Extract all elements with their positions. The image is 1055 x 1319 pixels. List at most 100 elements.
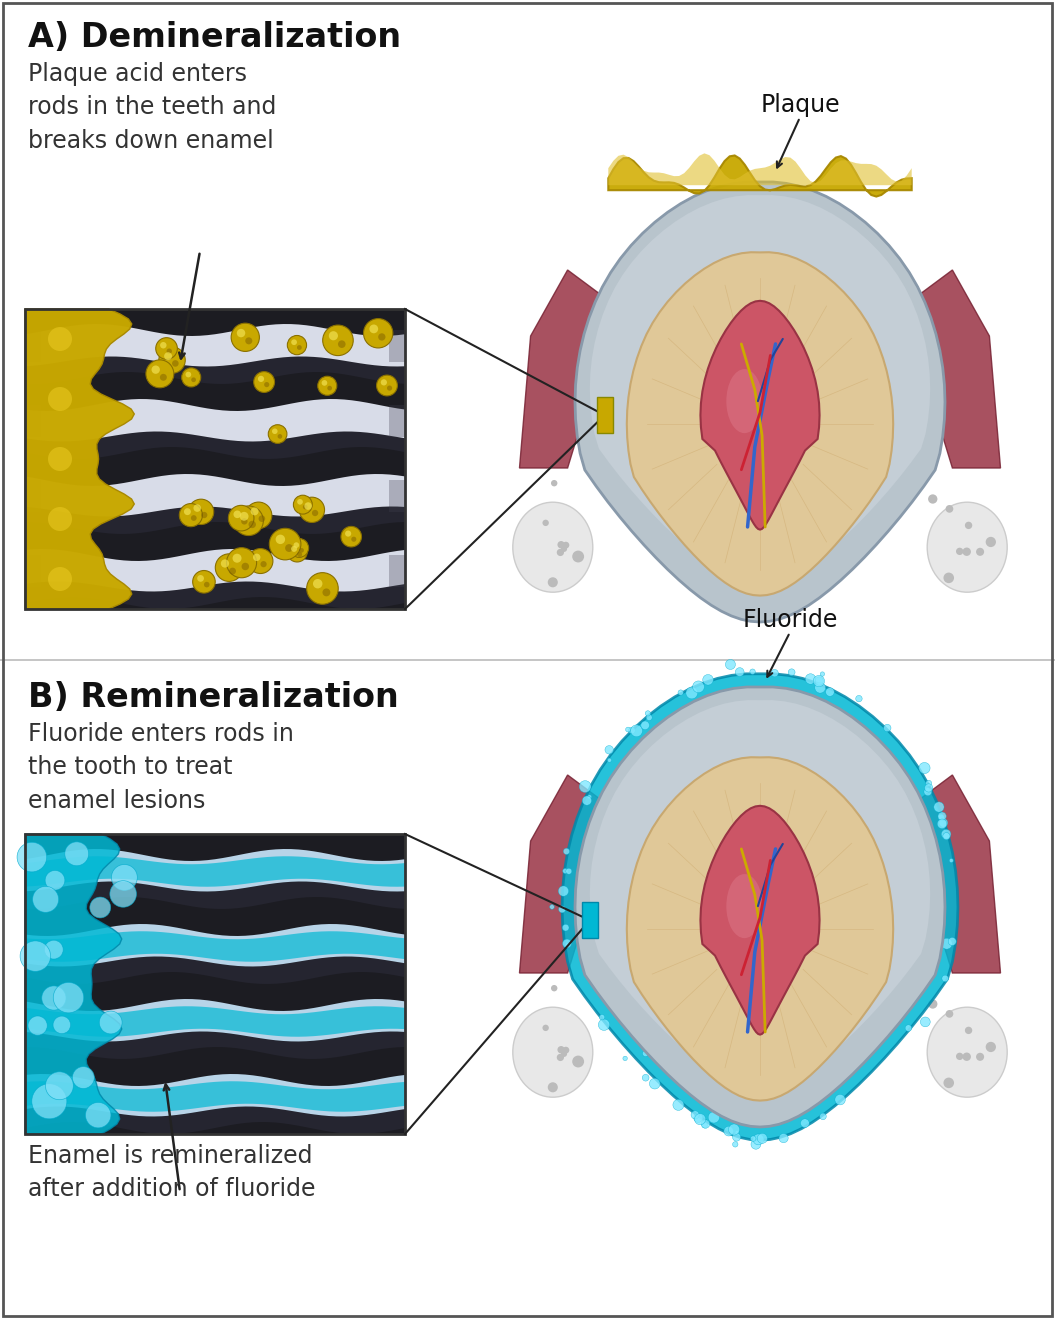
Circle shape [239,512,249,521]
Circle shape [245,503,272,529]
Circle shape [64,842,89,865]
Circle shape [215,554,243,582]
Circle shape [229,567,236,575]
Circle shape [820,1113,826,1120]
Circle shape [626,727,631,732]
Circle shape [941,938,953,950]
Circle shape [598,1020,610,1030]
Circle shape [771,670,779,677]
Circle shape [751,1140,761,1149]
Circle shape [112,864,137,890]
Circle shape [28,1016,47,1035]
Polygon shape [25,849,405,892]
Circle shape [801,1119,809,1128]
Bar [25,309,405,609]
Circle shape [702,1122,708,1128]
Circle shape [298,551,302,557]
Circle shape [728,1124,740,1136]
Circle shape [835,1095,845,1105]
Ellipse shape [726,369,763,433]
Circle shape [962,547,971,555]
Circle shape [193,504,202,512]
Circle shape [703,674,713,685]
Circle shape [323,588,330,596]
Circle shape [160,342,167,348]
Polygon shape [25,506,405,534]
Circle shape [646,715,652,720]
Circle shape [694,1113,706,1125]
Circle shape [45,871,64,890]
Bar [389,405,405,437]
Circle shape [726,660,735,670]
Circle shape [300,547,304,553]
Circle shape [820,671,825,677]
Polygon shape [25,1074,405,1116]
Polygon shape [519,270,627,468]
Circle shape [268,425,287,443]
Circle shape [757,1133,767,1144]
Circle shape [905,1025,912,1031]
Text: Plaque acid enters
rods in the teeth and
breaks down enamel: Plaque acid enters rods in the teeth and… [28,62,276,153]
Circle shape [110,881,136,907]
Polygon shape [701,806,820,1034]
Text: A) Demineralization: A) Demineralization [28,21,401,54]
Circle shape [312,510,319,516]
Ellipse shape [513,1008,593,1097]
Circle shape [925,781,932,786]
Circle shape [287,542,307,562]
Circle shape [42,985,66,1010]
Circle shape [551,480,557,487]
Circle shape [985,1042,996,1053]
Text: Enamel is remineralized
after addition of fluoride: Enamel is remineralized after addition o… [28,1144,315,1202]
Circle shape [156,338,177,359]
Circle shape [708,1112,720,1122]
Polygon shape [25,582,405,609]
Circle shape [732,1142,738,1148]
Circle shape [750,1136,756,1141]
Circle shape [562,542,570,549]
Circle shape [924,783,933,791]
Circle shape [293,495,312,514]
Polygon shape [25,431,405,459]
Circle shape [47,447,72,471]
Circle shape [814,682,826,692]
Circle shape [622,1057,628,1060]
Circle shape [231,323,260,351]
Polygon shape [562,674,958,1140]
Circle shape [686,687,697,699]
Circle shape [673,1100,684,1111]
Circle shape [565,868,572,874]
Circle shape [928,495,938,504]
Circle shape [313,579,323,588]
Circle shape [233,510,242,518]
Polygon shape [25,931,405,962]
Circle shape [242,518,248,525]
Circle shape [557,1046,564,1054]
Circle shape [572,550,584,562]
Circle shape [20,940,51,971]
Circle shape [557,541,564,549]
Circle shape [551,985,557,992]
Circle shape [341,526,362,547]
Polygon shape [25,1006,405,1037]
Circle shape [813,675,825,687]
Circle shape [304,503,312,510]
Bar [25,834,405,1134]
Circle shape [32,1084,66,1119]
Bar [581,902,598,938]
Circle shape [934,802,944,813]
Circle shape [293,542,300,547]
Circle shape [318,376,337,396]
Circle shape [557,549,564,557]
Polygon shape [894,270,1000,468]
Circle shape [307,572,339,604]
Circle shape [924,787,932,795]
Circle shape [272,429,277,434]
Circle shape [950,859,954,863]
Circle shape [351,537,357,542]
Circle shape [945,1010,954,1018]
Circle shape [258,516,265,522]
Circle shape [202,512,208,518]
Polygon shape [25,956,405,984]
Circle shape [290,538,309,558]
